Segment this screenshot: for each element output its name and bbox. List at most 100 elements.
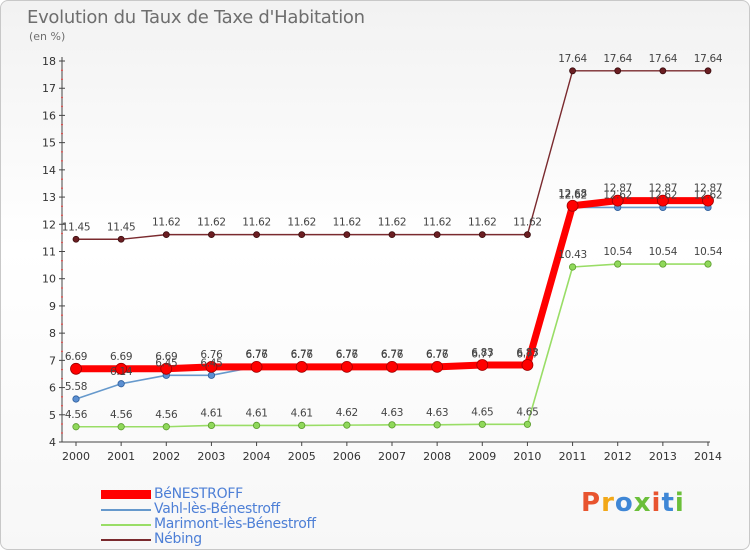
data-point-nebing xyxy=(433,231,441,239)
data-point-benestroff xyxy=(431,360,444,373)
logo-letter: P xyxy=(581,488,602,518)
data-point-nebing xyxy=(343,231,351,239)
data-point-marimont xyxy=(207,421,216,429)
chart-title: Evolution du Taux de Taxe d'Habitation xyxy=(27,7,365,28)
y-minor-tick xyxy=(61,241,63,244)
data-label-marimont: 10.43 xyxy=(558,249,587,261)
data-point-nebing xyxy=(614,67,622,75)
data-label-benestroff: 6.76 xyxy=(381,349,404,361)
y-tick-label: 11 xyxy=(42,246,56,259)
data-point-benestroff xyxy=(702,194,714,207)
x-tick-label: 2005 xyxy=(288,450,316,463)
data-point-nebing xyxy=(659,67,667,75)
data-point-marimont xyxy=(162,423,170,431)
data-label-nebing: 11.62 xyxy=(242,217,271,229)
x-tick-label: 2008 xyxy=(423,450,451,463)
data-label-nebing: 17.64 xyxy=(694,53,723,65)
data-point-marimont xyxy=(72,423,80,431)
legend-label: Marimont-lès-Bénestroff xyxy=(154,516,316,532)
logo-letter: i xyxy=(674,488,685,518)
data-point-vahl xyxy=(72,395,80,403)
legend-label: Vahl-lès-Bénestroff xyxy=(154,501,280,517)
proxiti-logo: Proxiti xyxy=(581,488,685,518)
data-label-nebing: 11.45 xyxy=(62,221,91,233)
y-minor-tick xyxy=(61,123,63,126)
y-tick-label: 6 xyxy=(49,382,56,395)
data-point-benestroff xyxy=(160,362,173,375)
x-tick-label: 2010 xyxy=(513,450,541,463)
data-label-benestroff: 12.87 xyxy=(649,183,678,195)
data-label-nebing: 11.62 xyxy=(197,217,226,229)
data-label-vahl: 12.62 xyxy=(649,189,678,201)
data-point-benestroff xyxy=(70,362,82,375)
y-tick-label: 8 xyxy=(49,327,56,340)
series-layer xyxy=(70,67,714,431)
data-point-marimont xyxy=(343,421,351,429)
data-label-nebing: 17.64 xyxy=(558,53,587,65)
data-label-marimont: 10.54 xyxy=(603,246,632,258)
series-line-marimont xyxy=(76,263,708,428)
data-point-nebing xyxy=(253,231,260,239)
y-tick-label: 17 xyxy=(42,82,56,95)
y-tick-label: 13 xyxy=(42,191,56,204)
data-label-benestroff: 6.76 xyxy=(426,349,449,361)
data-label-vahl: 12.62 xyxy=(558,189,587,201)
legend-label: BéNESTROFF xyxy=(154,486,243,502)
data-label-nebing: 11.62 xyxy=(152,217,181,229)
data-label-marimont: 4.61 xyxy=(200,407,222,419)
data-label-benestroff: 12.87 xyxy=(694,183,723,195)
y-minor-tick xyxy=(61,423,63,425)
data-point-vahl xyxy=(117,380,125,388)
data-point-nebing xyxy=(478,231,486,239)
data-label-vahl: 6.14 xyxy=(110,366,133,378)
data-label-nebing: 11.62 xyxy=(287,217,316,229)
data-labels-layer: 11.45 11.45 11.62 11.62 11.62 11.62 11.62 11.62… xyxy=(62,53,723,421)
x-tick-label: 2000 xyxy=(62,450,90,463)
data-point-marimont xyxy=(117,423,125,431)
data-point-marimont xyxy=(298,421,306,429)
data-label-vahl: 6.77 xyxy=(381,349,403,361)
data-point-vahl xyxy=(207,371,216,379)
data-label-vahl: 12.62 xyxy=(694,189,723,201)
legend-swatch xyxy=(101,539,151,541)
y-minor-tick xyxy=(61,432,63,434)
data-label-vahl: 6.45 xyxy=(155,357,177,369)
y-minor-tick xyxy=(61,205,63,208)
y-minor-tick xyxy=(61,296,63,298)
x-tick-label: 2011 xyxy=(559,450,587,463)
y-minor-tick xyxy=(61,259,63,262)
series-marimont xyxy=(72,260,712,431)
data-label-nebing: 17.64 xyxy=(649,53,678,65)
data-label-nebing: 11.62 xyxy=(378,217,407,229)
data-point-nebing xyxy=(72,235,80,243)
data-label-marimont: 10.54 xyxy=(694,246,723,258)
data-label-benestroff: 6.69 xyxy=(110,351,132,363)
x-tick-label: 2014 xyxy=(694,450,722,463)
data-point-benestroff xyxy=(656,194,669,207)
data-point-marimont xyxy=(433,421,441,429)
y-minor-tick xyxy=(61,105,63,108)
y-minor-tick xyxy=(61,178,63,181)
y-tick-label: 15 xyxy=(42,137,56,150)
data-point-benestroff xyxy=(250,360,263,373)
data-label-marimont: 4.65 xyxy=(516,406,538,418)
data-label-marimont: 4.61 xyxy=(245,407,267,419)
data-label-benestroff: 6.76 xyxy=(336,349,359,361)
series-line-nebing xyxy=(76,70,708,240)
y-minor-tick xyxy=(61,314,63,317)
data-point-nebing xyxy=(388,231,396,239)
y-minor-tick xyxy=(61,150,63,153)
y-tick-label: 7 xyxy=(49,354,56,367)
y-tick-label: 9 xyxy=(49,300,56,313)
x-tick-label: 2002 xyxy=(152,450,180,463)
data-point-marimont xyxy=(388,421,396,429)
data-label-marimont: 4.56 xyxy=(155,409,178,421)
data-point-nebing xyxy=(569,67,576,75)
y-minor-tick xyxy=(61,350,63,353)
data-point-marimont xyxy=(704,260,712,268)
data-point-nebing xyxy=(162,231,170,239)
data-label-benestroff: 6.69 xyxy=(155,351,177,363)
data-point-marimont xyxy=(659,260,667,268)
data-point-benestroff xyxy=(521,359,534,371)
data-label-marimont: 4.62 xyxy=(336,407,358,419)
